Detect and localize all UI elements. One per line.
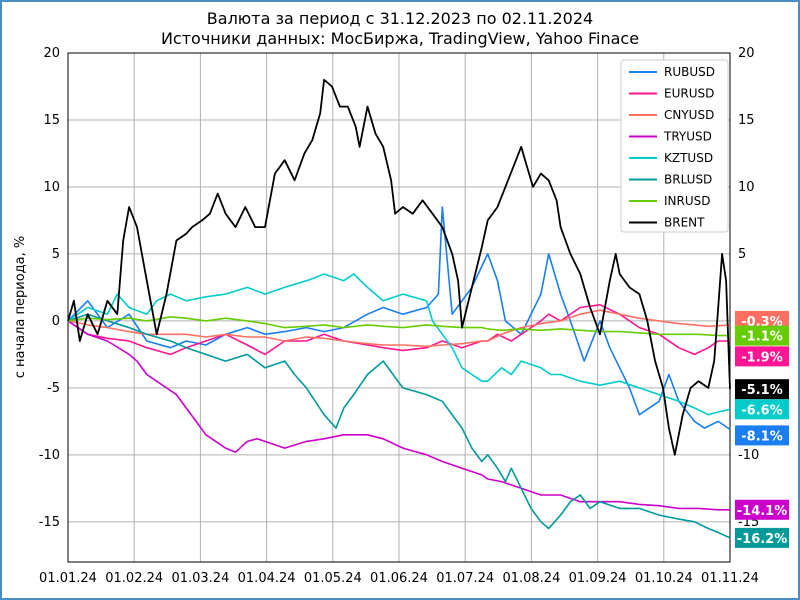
end-label-badge xyxy=(735,399,789,420)
ticks: -15-15-10-10-5-5005510101515202001.01.24… xyxy=(39,46,759,586)
y-tick-label-right: 15 xyxy=(738,113,755,128)
series-line-cnyusd xyxy=(67,309,731,348)
y-tick-label-left: -15 xyxy=(39,515,60,530)
y-tick-label-left: 10 xyxy=(43,180,60,195)
series-line-eurusd xyxy=(67,304,730,356)
end-label-badge xyxy=(735,527,789,548)
y-tick-label-left: -5 xyxy=(47,381,60,396)
y-tick-label-left: 5 xyxy=(52,247,60,262)
legend: RUBUSD EURUSD CNYUSD TRYUSD KZTUSD BRLUSD INRU… xyxy=(620,59,729,233)
end-label-text: -8.1% xyxy=(741,429,782,444)
y-tick-label-right: 10 xyxy=(738,180,755,195)
y-axis-label: с начала периода, % xyxy=(13,236,28,379)
end-label-badge xyxy=(735,425,789,446)
chart-subtitle: Источники данных: МосБиржа, TradingView,… xyxy=(161,29,639,48)
end-label-text: -1.9% xyxy=(741,350,782,365)
x-tick-label: 01.05.24 xyxy=(304,571,362,586)
x-tick-label: 01.03.24 xyxy=(171,571,229,586)
y-tick-label-left: 0 xyxy=(52,314,60,329)
x-tick-label: 01.08.24 xyxy=(502,571,560,586)
end-label-badge xyxy=(735,379,789,400)
y-tick-label-left: 20 xyxy=(43,46,60,61)
end-label-text: -14.1% xyxy=(737,504,788,519)
series xyxy=(67,78,731,539)
legend-label: EURUSD xyxy=(664,87,714,101)
x-tick-label: 01.10.24 xyxy=(635,571,693,586)
x-tick-label: 01.11.24 xyxy=(701,571,759,586)
legend-label: BRENT xyxy=(664,216,705,230)
y-tick-label-left: 15 xyxy=(43,113,60,128)
end-label-badge xyxy=(735,325,789,346)
x-tick-label: 01.07.24 xyxy=(436,571,494,586)
chart-title: Валюта за период с 31.12.2023 по 02.11.2… xyxy=(207,9,593,28)
series-line-brent xyxy=(67,78,731,456)
series-line-rubusd xyxy=(67,206,731,431)
legend-label: INRUSD xyxy=(664,194,711,208)
end-label-text: -6.6% xyxy=(741,403,782,418)
y-tick-label-right: 5 xyxy=(738,247,746,262)
legend-label: TRYUSD xyxy=(663,130,712,144)
legend-label: BRLUSD xyxy=(664,173,712,187)
x-tick-label: 01.01.24 xyxy=(39,571,97,586)
x-tick-label: 01.06.24 xyxy=(370,571,428,586)
end-label-text: -1.1% xyxy=(741,330,782,345)
y-tick-label-right: 20 xyxy=(738,46,755,61)
y-tick-label-right: -10 xyxy=(738,448,759,463)
x-tick-label: 01.02.24 xyxy=(105,571,163,586)
y-tick-label-left: -10 xyxy=(39,448,60,463)
end-label-badge xyxy=(735,499,789,520)
end-label-text: -16.2% xyxy=(737,532,788,547)
x-tick-label: 01.09.24 xyxy=(569,571,627,586)
legend-box xyxy=(620,59,729,233)
end-label-text: -5.1% xyxy=(741,383,782,398)
x-tick-label: 01.04.24 xyxy=(238,571,296,586)
series-line-brlusd xyxy=(67,313,731,539)
end-label-badge xyxy=(735,346,789,367)
plot-border xyxy=(67,52,731,563)
legend-label: RUBUSD xyxy=(664,65,715,79)
legend-label: KZTUSD xyxy=(664,151,713,165)
series-line-inrusd xyxy=(67,316,730,337)
legend-label: CNYUSD xyxy=(664,108,714,122)
end-labels: -1.9%-0.3%-1.1%-5.1%-6.6%-8.1%-14.1%-16.… xyxy=(735,310,789,548)
series-line-kztusd xyxy=(67,273,731,416)
